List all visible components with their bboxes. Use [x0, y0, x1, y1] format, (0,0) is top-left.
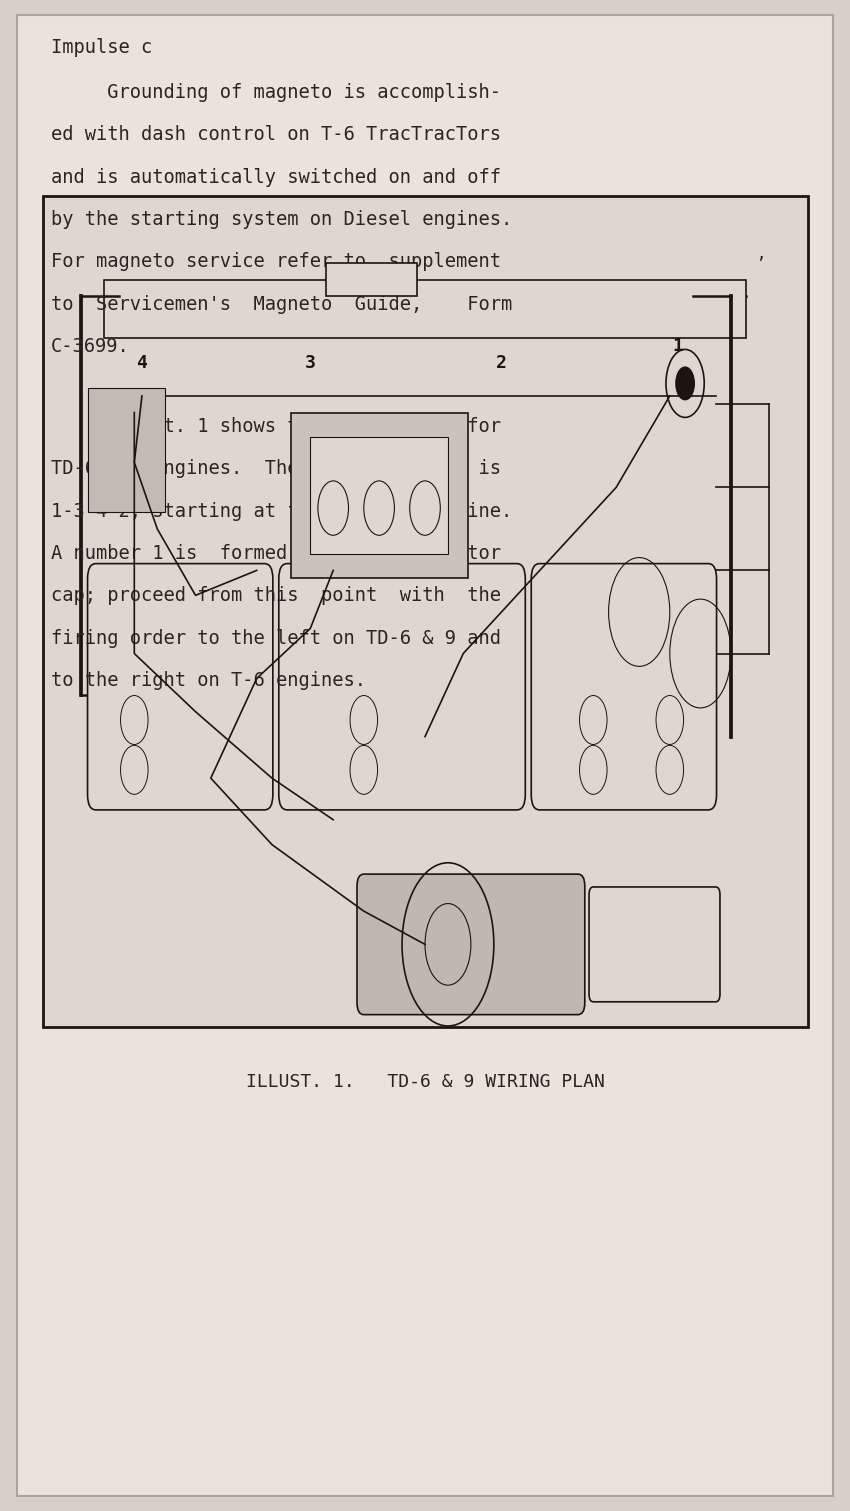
FancyBboxPatch shape — [357, 873, 585, 1015]
Text: C-3699.: C-3699. — [51, 337, 130, 357]
Text: TD-6 & 9 Engines.  The firing  order  is: TD-6 & 9 Engines. The firing order is — [51, 459, 501, 479]
FancyBboxPatch shape — [279, 564, 525, 810]
Text: Illust. 1 shows the wiring plan for: Illust. 1 shows the wiring plan for — [51, 417, 501, 437]
Text: ILLUST. 1.   TD-6 & 9 WIRING PLAN: ILLUST. 1. TD-6 & 9 WIRING PLAN — [246, 1073, 604, 1091]
FancyBboxPatch shape — [88, 564, 273, 810]
Text: A number 1 is  formed  into  distributor: A number 1 is formed into distributor — [51, 544, 501, 564]
Text: 1: 1 — [672, 337, 683, 355]
FancyBboxPatch shape — [531, 564, 717, 810]
Text: 2: 2 — [496, 354, 507, 372]
Circle shape — [676, 367, 694, 400]
Text: For magneto service refer to  supplement: For magneto service refer to supplement — [51, 252, 501, 272]
Bar — [326, 263, 417, 296]
Text: 1-3-4-2, starting at front end of engine.: 1-3-4-2, starting at front end of engine… — [51, 502, 513, 521]
Text: by the starting system on Diesel engines.: by the starting system on Diesel engines… — [51, 210, 513, 230]
Text: to the right on T-6 engines.: to the right on T-6 engines. — [51, 671, 366, 691]
Text: 3: 3 — [305, 354, 315, 372]
Text: Impulse c: Impulse c — [51, 38, 152, 57]
Bar — [310, 438, 448, 555]
Text: to  Servicemen's  Magneto  Guide,    Form: to Servicemen's Magneto Guide, Form — [51, 295, 513, 314]
Text: 4: 4 — [137, 354, 147, 372]
Text: ed with dash control on T-6 TracTracTors: ed with dash control on T-6 TracTracTors — [51, 125, 501, 145]
Text: Grounding of magneto is accomplish-: Grounding of magneto is accomplish- — [51, 83, 501, 103]
FancyBboxPatch shape — [291, 413, 468, 577]
Text: and is automatically switched on and off: and is automatically switched on and off — [51, 168, 501, 187]
Text: ,: , — [757, 248, 766, 261]
Text: cap; proceed from this  point  with  the: cap; proceed from this point with the — [51, 586, 501, 606]
FancyBboxPatch shape — [17, 15, 833, 1496]
Text: firing order to the left on TD-6 & 9 and: firing order to the left on TD-6 & 9 and — [51, 629, 501, 648]
Bar — [88, 388, 165, 512]
FancyBboxPatch shape — [589, 887, 720, 1002]
Bar — [42, 196, 807, 1027]
Bar — [104, 280, 746, 337]
